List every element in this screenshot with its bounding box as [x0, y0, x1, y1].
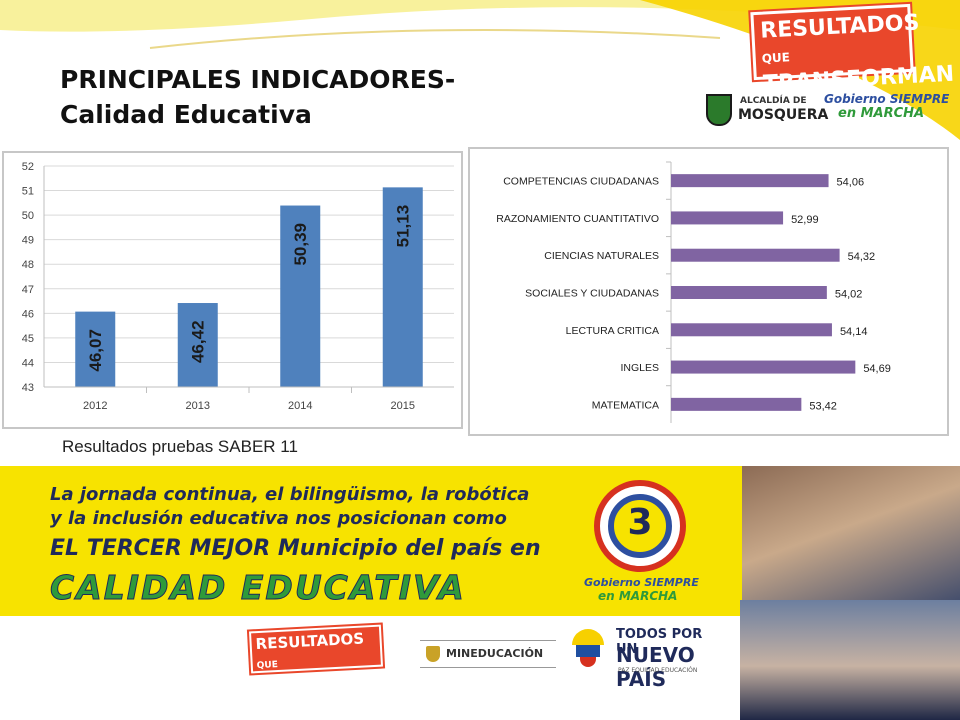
- badge-text-1: RESULTADOS: [759, 10, 920, 44]
- y-tick-label: 47: [22, 284, 34, 296]
- gobierno-banner-text-2: en MARCHA: [598, 589, 678, 603]
- data-label: 46,07: [86, 329, 105, 372]
- y-tick-label: 43: [22, 382, 34, 394]
- alcaldia-logo: ALCALDÍA DE MOSQUERA: [706, 94, 828, 128]
- banner-line-1: La jornada continua, el bilingüismo, la …: [50, 484, 530, 505]
- bar-2013: [177, 303, 218, 387]
- todos-text-3: PAZ EQUIDAD EDUCACIÓN: [618, 667, 698, 674]
- bar-2015: [382, 187, 423, 387]
- banner-line-4: CALIDAD EDUCATIVA: [50, 568, 466, 608]
- y-tick-label: 50: [22, 210, 34, 222]
- gobierno-text-2: en MARCHA: [838, 106, 925, 121]
- y-tick-label: 48: [22, 259, 34, 271]
- data-label: 54,02: [835, 289, 863, 301]
- y-tick-label: 51: [22, 186, 34, 198]
- y-tick-label: 46: [22, 308, 34, 320]
- y-tick-label: 49: [22, 235, 34, 247]
- data-label: 52,99: [791, 214, 819, 226]
- bar-razonamiento-cuantitativo: [671, 211, 784, 225]
- category-label: SOCIALES Y CIUDADANAS: [525, 288, 659, 300]
- chart-areas: COMPETENCIAS CIUDADANAS 54,06 RAZONAMIENTO…: [496, 161, 891, 423]
- data-label: 53,42: [809, 400, 837, 412]
- data-label: 54,69: [863, 363, 891, 375]
- students-photo: [742, 466, 960, 606]
- x-tick-label: 2015: [391, 400, 415, 412]
- y-tick-label: 44: [22, 357, 34, 369]
- badge-bottom-text-1: RESULTADOS: [255, 629, 365, 654]
- bar-2012: [75, 311, 116, 387]
- student-girl-photo: [740, 600, 960, 720]
- title-line-2: Calidad Educativa: [60, 100, 312, 129]
- resultados-badge-bottom: RESULTADOS QUE TRANSFORMAN: [248, 624, 388, 694]
- y-tick-label: 52: [22, 161, 34, 173]
- todos-por-un-nuevo-pais-logo: TODOS POR UN NUEVO PAÍS PAZ EQUIDAD EDUC…: [572, 625, 722, 691]
- todos-text-1: TODOS POR UN: [616, 627, 703, 657]
- gobierno-banner-text-1: Gobierno SIEMPRE: [584, 576, 699, 589]
- bar-2014: [280, 205, 321, 387]
- data-label: 54,14: [840, 326, 868, 338]
- category-label: RAZONAMIENTO CUANTITATIVO: [496, 213, 659, 225]
- chart-yearly-frame: 43 44 45 46 47 48 49 50 51 52 46,07 2012 46,42 2013 50…: [2, 151, 463, 429]
- coat-of-arms-icon: [426, 646, 440, 662]
- medal-number: 3: [627, 502, 653, 543]
- data-label: 51,13: [394, 205, 413, 248]
- alcaldia-small-text: ALCALDÍA DE: [740, 96, 807, 106]
- mineducacion-text: MINEDUCACIÓN: [446, 647, 544, 660]
- banner-line-3: EL TERCER MEJOR Municipio del país en: [50, 536, 541, 561]
- gobierno-logo-banner: Gobierno SIEMPRE en MARCHA: [584, 576, 699, 603]
- x-tick-label: 2013: [186, 400, 210, 412]
- category-label: LECTURA CRITICA: [566, 325, 659, 337]
- medal-icon: 3: [594, 480, 686, 572]
- title-line-1: PRINCIPALES INDICADORES-: [60, 65, 456, 94]
- data-label: 54,06: [837, 177, 865, 189]
- x-tick-label: 2014: [288, 400, 312, 412]
- shield-icon: [706, 94, 732, 126]
- x-tick-label: 2012: [83, 400, 107, 412]
- gobierno-logo-top: Gobierno SIEMPRE en MARCHA: [824, 92, 950, 126]
- category-label: INGLES: [620, 362, 659, 374]
- chart-caption: Resultados pruebas SABER 11: [62, 437, 298, 456]
- y-tick-label: 45: [22, 333, 34, 345]
- chart-areas-frame: COMPETENCIAS CIUDADANAS 54,06 RAZONAMIENTO…: [468, 147, 949, 436]
- page-title: PRINCIPALES INDICADORES- Calidad Educati…: [60, 62, 455, 132]
- category-label: MATEMATICA: [592, 399, 659, 411]
- category-label: CIENCIAS NATURALES: [544, 250, 659, 262]
- data-label: 54,32: [848, 251, 876, 263]
- alcaldia-big-text: MOSQUERA: [738, 107, 829, 123]
- bar-ciencias-naturales: [671, 248, 840, 262]
- resultados-badge-logo: RESULTADOS QUE TRANSFORMAN: [750, 3, 955, 97]
- bar-ingles: [671, 360, 856, 374]
- bar-matematica: [671, 397, 802, 411]
- gobierno-text-1: Gobierno SIEMPRE: [824, 92, 950, 106]
- bar-lectura-critica: [671, 323, 832, 337]
- data-label: 46,42: [189, 320, 208, 363]
- bar-competencias-ciudadanas: [671, 174, 829, 188]
- banner-line-2: y la inclusión educativa nos posicionan …: [50, 508, 507, 529]
- flag-swoosh-icon: [572, 629, 608, 673]
- category-label: COMPETENCIAS CIUDADANAS: [503, 176, 659, 188]
- mineducacion-logo: MINEDUCACIÓN: [420, 640, 556, 668]
- chart-yearly: 43 44 45 46 47 48 49 50 51 52 46,07 2012 46,42 2013 50…: [22, 161, 454, 412]
- data-label: 50,39: [291, 223, 310, 266]
- bar-sociales-y-ciudadanas: [671, 286, 827, 299]
- todos-text-2: NUEVO PAÍS: [616, 643, 695, 691]
- badge-text-que: QUE: [761, 50, 791, 66]
- badge-bottom-text-que: QUE: [256, 660, 279, 672]
